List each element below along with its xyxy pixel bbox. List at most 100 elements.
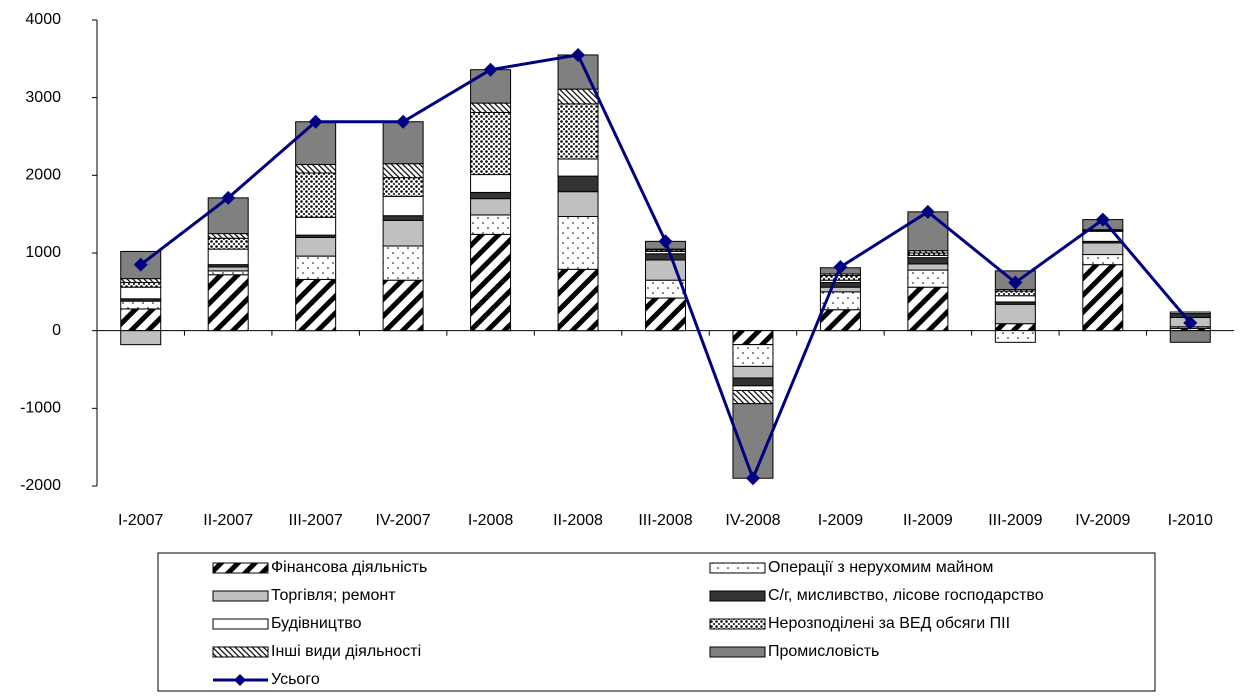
- bar-segment: [470, 198, 512, 216]
- bar-segment: [1169, 311, 1211, 315]
- bar-segment: [207, 248, 249, 266]
- bar-segment: [732, 330, 774, 346]
- bar-segment: [382, 245, 424, 281]
- legend-swatch: [709, 562, 766, 574]
- bar-segment: [994, 295, 1036, 303]
- legend-swatch: [709, 590, 766, 602]
- bar-segment: [557, 88, 599, 105]
- bar-segment: [557, 175, 599, 193]
- y-tick-label: -2000: [20, 477, 61, 494]
- legend-label: Фінансова діяльність: [271, 559, 427, 576]
- bar-segment: [907, 263, 949, 271]
- line-marker: [1008, 275, 1023, 290]
- line-marker: [745, 471, 760, 486]
- bar-segment: [295, 163, 337, 174]
- legend-swatch: [212, 618, 269, 630]
- x-tick-label: I-2009: [818, 512, 863, 529]
- y-tick-label: 1000: [25, 244, 61, 261]
- line-marker: [571, 47, 586, 62]
- bar-segment: [994, 290, 1036, 297]
- bar-segment: [732, 344, 774, 367]
- legend-label: Усього: [271, 671, 320, 688]
- bar-segment: [557, 103, 599, 160]
- bar-segment: [120, 286, 162, 300]
- bar-segment: [470, 102, 512, 113]
- bar-segment: [470, 214, 512, 235]
- legend-marker: [234, 674, 246, 686]
- bar-segment: [295, 236, 337, 257]
- x-tick-label: III-2007: [289, 512, 343, 529]
- x-tick-label: IV-2009: [1075, 512, 1130, 529]
- legend-swatch: [709, 618, 766, 630]
- y-tick-label: 2000: [25, 167, 61, 184]
- bar-segment: [1169, 330, 1211, 343]
- bar-segment: [994, 323, 1036, 332]
- bar-segment: [120, 282, 162, 288]
- bar-segment: [382, 219, 424, 247]
- legend-swatch: [709, 646, 766, 658]
- bar-segment: [382, 195, 424, 217]
- line-marker: [396, 114, 411, 129]
- bar-segment: [207, 237, 249, 250]
- line-marker: [1095, 212, 1110, 227]
- bar-segment: [1082, 264, 1124, 332]
- bar-segment: [1082, 254, 1124, 266]
- line-marker: [308, 114, 323, 129]
- bar-segment: [994, 330, 1036, 343]
- legend-label: Нерозподілені за ВЕД обсяги ПІІ: [768, 615, 1010, 632]
- line-marker: [133, 257, 148, 272]
- bar-segment: [557, 191, 599, 217]
- line-marker: [920, 204, 935, 219]
- bar-segment: [207, 274, 249, 332]
- bar-segment: [819, 275, 861, 281]
- bar-segment: [382, 279, 424, 332]
- bar-segment: [470, 233, 512, 332]
- x-tick-label: IV-2007: [376, 512, 431, 529]
- bar-segment: [819, 282, 861, 288]
- line-marker: [833, 259, 848, 274]
- y-tick-label: 3000: [25, 89, 61, 106]
- x-tick-label: IV-2008: [725, 512, 780, 529]
- x-tick-label: II-2007: [203, 512, 253, 529]
- bar-segment: [1082, 242, 1124, 256]
- x-tick-label: II-2009: [903, 512, 953, 529]
- legend-label: С/г, мисливство, лісове господарство: [768, 587, 1044, 604]
- bar-segment: [819, 309, 861, 332]
- bar-segment: [295, 172, 337, 218]
- bar-segment: [470, 174, 512, 193]
- bar-segment: [207, 266, 249, 272]
- legend-label: Промисловість: [768, 643, 879, 660]
- legend-swatch: [212, 562, 269, 574]
- line-marker: [658, 234, 673, 249]
- bar-segment: [732, 389, 774, 405]
- bar-segment: [470, 191, 512, 200]
- bar-segment: [207, 270, 249, 276]
- legend-box: [157, 552, 1156, 692]
- x-tick-label: I-2008: [468, 512, 513, 529]
- bar-segment: [295, 255, 337, 280]
- legend-label: Інші види діяльності: [271, 643, 421, 660]
- x-tick-label: II-2008: [553, 512, 603, 529]
- bar-segment: [120, 300, 162, 310]
- bar-segment: [732, 385, 774, 391]
- bar-segment: [295, 278, 337, 332]
- bar-segment: [907, 286, 949, 332]
- bar-segment: [382, 163, 424, 179]
- bar-segment: [207, 233, 249, 239]
- bar-segment: [382, 177, 424, 197]
- bar-segment: [907, 211, 949, 252]
- legend-label: Торгівля; ремонт: [271, 587, 396, 604]
- bar-segment: [645, 253, 686, 261]
- bar-segment: [470, 111, 512, 176]
- bar-segment: [907, 269, 949, 288]
- bar-segment: [120, 278, 162, 284]
- line-marker: [1183, 315, 1198, 330]
- legend-label: Операції з нерухомим майном: [768, 559, 993, 576]
- line-marker: [221, 190, 236, 205]
- y-tick-label: 4000: [25, 11, 61, 28]
- bar-segment: [732, 365, 774, 379]
- bar-segment: [120, 308, 162, 332]
- bar-segment: [557, 158, 599, 177]
- bar-segment: [557, 268, 599, 332]
